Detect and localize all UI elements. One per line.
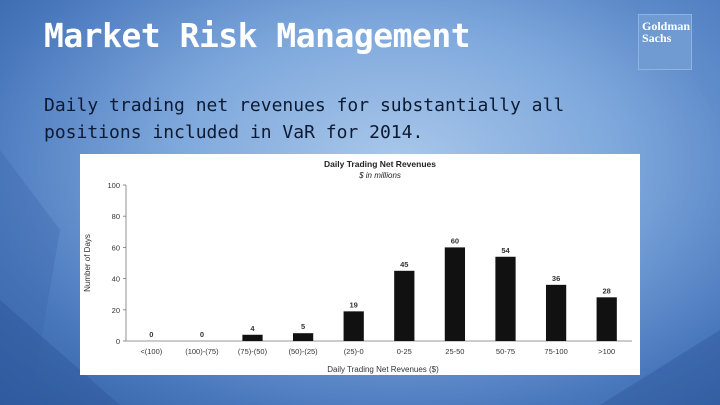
bar (596, 297, 617, 341)
data-label: 36 (552, 274, 560, 283)
x-tick-label: 75-100 (544, 347, 567, 356)
x-tick-label: <(100) (140, 347, 162, 356)
y-tick-label: 100 (107, 181, 120, 190)
bar (343, 311, 364, 341)
data-label: 0 (200, 330, 204, 339)
bar (394, 270, 415, 341)
data-label: 5 (301, 322, 305, 331)
logo-line-2: Sachs (642, 31, 672, 45)
x-tick-label: (25)-0 (344, 347, 364, 356)
y-tick-label: 20 (112, 306, 120, 315)
chart-panel: Daily Trading Net Revenues $ in millions… (80, 154, 640, 375)
y-tick-label: 60 (112, 243, 120, 252)
chart-subtitle: $ in millions (358, 171, 401, 180)
x-tick-label: 50-75 (496, 347, 515, 356)
goldman-sachs-logo: Goldman Sachs (638, 14, 692, 70)
data-label: 19 (350, 300, 358, 309)
bar (545, 284, 567, 341)
data-label: 0 (149, 330, 153, 339)
bar (292, 333, 314, 341)
data-label: 28 (603, 286, 611, 295)
y-tick-label: 40 (112, 275, 120, 284)
x-tick-label: >100 (598, 347, 615, 356)
x-tick-label: (75)-(50) (238, 347, 268, 356)
data-label: 60 (451, 236, 459, 245)
bar (242, 334, 263, 341)
slide-subtitle: Daily trading net revenues for substanti… (44, 95, 565, 143)
logo-line-1: Goldman (642, 19, 691, 33)
data-label: 4 (250, 324, 255, 333)
chart-title: Daily Trading Net Revenues (324, 159, 436, 169)
y-tick-label: 0 (116, 337, 120, 346)
x-axis-label: Daily Trading Net Revenues ($) (327, 365, 439, 374)
data-label: 54 (501, 246, 510, 255)
data-label: 45 (400, 260, 408, 269)
bar (444, 247, 466, 341)
y-axis-label: Number of Days (83, 234, 92, 292)
bar-chart: Daily Trading Net Revenues $ in millions… (83, 159, 632, 374)
x-tick-label: 25-50 (445, 347, 464, 356)
y-tick-label: 80 (112, 212, 120, 221)
x-tick-label: 0-25 (397, 347, 412, 356)
x-tick-label: (100)-(75) (185, 347, 219, 356)
bar (495, 256, 516, 341)
x-tick-label: (50)-(25) (289, 347, 319, 356)
slide-title: Market Risk Management (44, 16, 471, 55)
